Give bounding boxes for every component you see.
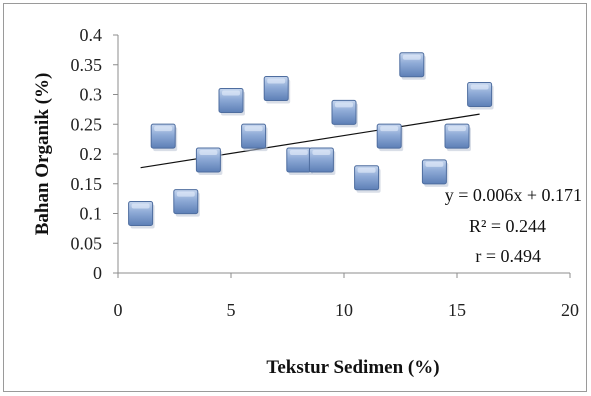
data-point <box>354 165 381 193</box>
data-point-highlight <box>470 84 489 90</box>
data-point-highlight <box>357 167 376 173</box>
data-point <box>308 147 336 175</box>
x-tick-label: 15 <box>448 300 466 320</box>
data-points <box>128 52 494 229</box>
data-point <box>421 159 449 187</box>
x-axis-title: Tekstur Sedimen (%) <box>266 357 439 378</box>
trendline-equation: y = 0.006x + 0.171 <box>445 185 582 205</box>
data-point-highlight <box>402 54 421 60</box>
data-point <box>286 147 313 175</box>
y-tick-label: 0.3 <box>80 85 103 105</box>
data-point <box>331 99 358 128</box>
chart-frame <box>3 3 587 392</box>
data-point <box>399 52 426 80</box>
y-tick-label: 0.2 <box>80 144 103 164</box>
data-point-highlight <box>448 126 466 132</box>
y-tick-label: 0.25 <box>71 114 103 134</box>
x-tick-label: 0 <box>114 300 123 320</box>
y-tick-label: 0.05 <box>71 233 103 253</box>
data-point-highlight <box>154 126 173 132</box>
correlation-label: r = 0.494 <box>475 246 541 266</box>
y-tick-label: 0.15 <box>71 174 103 194</box>
data-point <box>376 123 404 152</box>
data-point-highlight <box>267 78 286 84</box>
y-tick-label: 0 <box>93 263 102 283</box>
x-tick-label: 20 <box>561 300 579 320</box>
data-point <box>128 201 155 229</box>
x-tick-label: 10 <box>335 300 353 320</box>
data-point-highlight <box>289 149 308 155</box>
data-point-highlight <box>176 191 195 197</box>
data-point <box>150 123 178 152</box>
data-point-highlight <box>244 126 263 132</box>
data-point-highlight <box>222 90 240 96</box>
y-tick-label: 0.35 <box>71 55 103 75</box>
data-point <box>467 82 494 110</box>
data-point <box>218 87 245 116</box>
data-point <box>241 123 268 152</box>
data-point-highlight <box>335 102 353 108</box>
x-tick-label: 5 <box>227 300 236 320</box>
data-point-highlight <box>380 126 399 132</box>
data-point <box>173 189 200 217</box>
y-tick-label: 0.4 <box>80 25 103 45</box>
data-point-highlight <box>131 203 150 209</box>
x-axis-ticks: 0 5 10 15 20 <box>114 273 579 320</box>
y-axis-title: Bahan Organik (%) <box>32 73 53 236</box>
data-point <box>444 123 471 152</box>
y-axis-ticks: 0 0.05 0.1 0.15 0.2 0.25 0.3 0.35 0.4 <box>71 25 118 283</box>
data-point-highlight <box>199 149 218 155</box>
y-tick-label: 0.1 <box>80 204 103 224</box>
data-point <box>263 76 291 104</box>
data-point <box>195 147 223 175</box>
data-point-highlight <box>425 161 444 167</box>
axes <box>117 35 570 274</box>
data-point-highlight <box>312 149 331 155</box>
r-squared-label: R² = 0.244 <box>469 216 546 236</box>
